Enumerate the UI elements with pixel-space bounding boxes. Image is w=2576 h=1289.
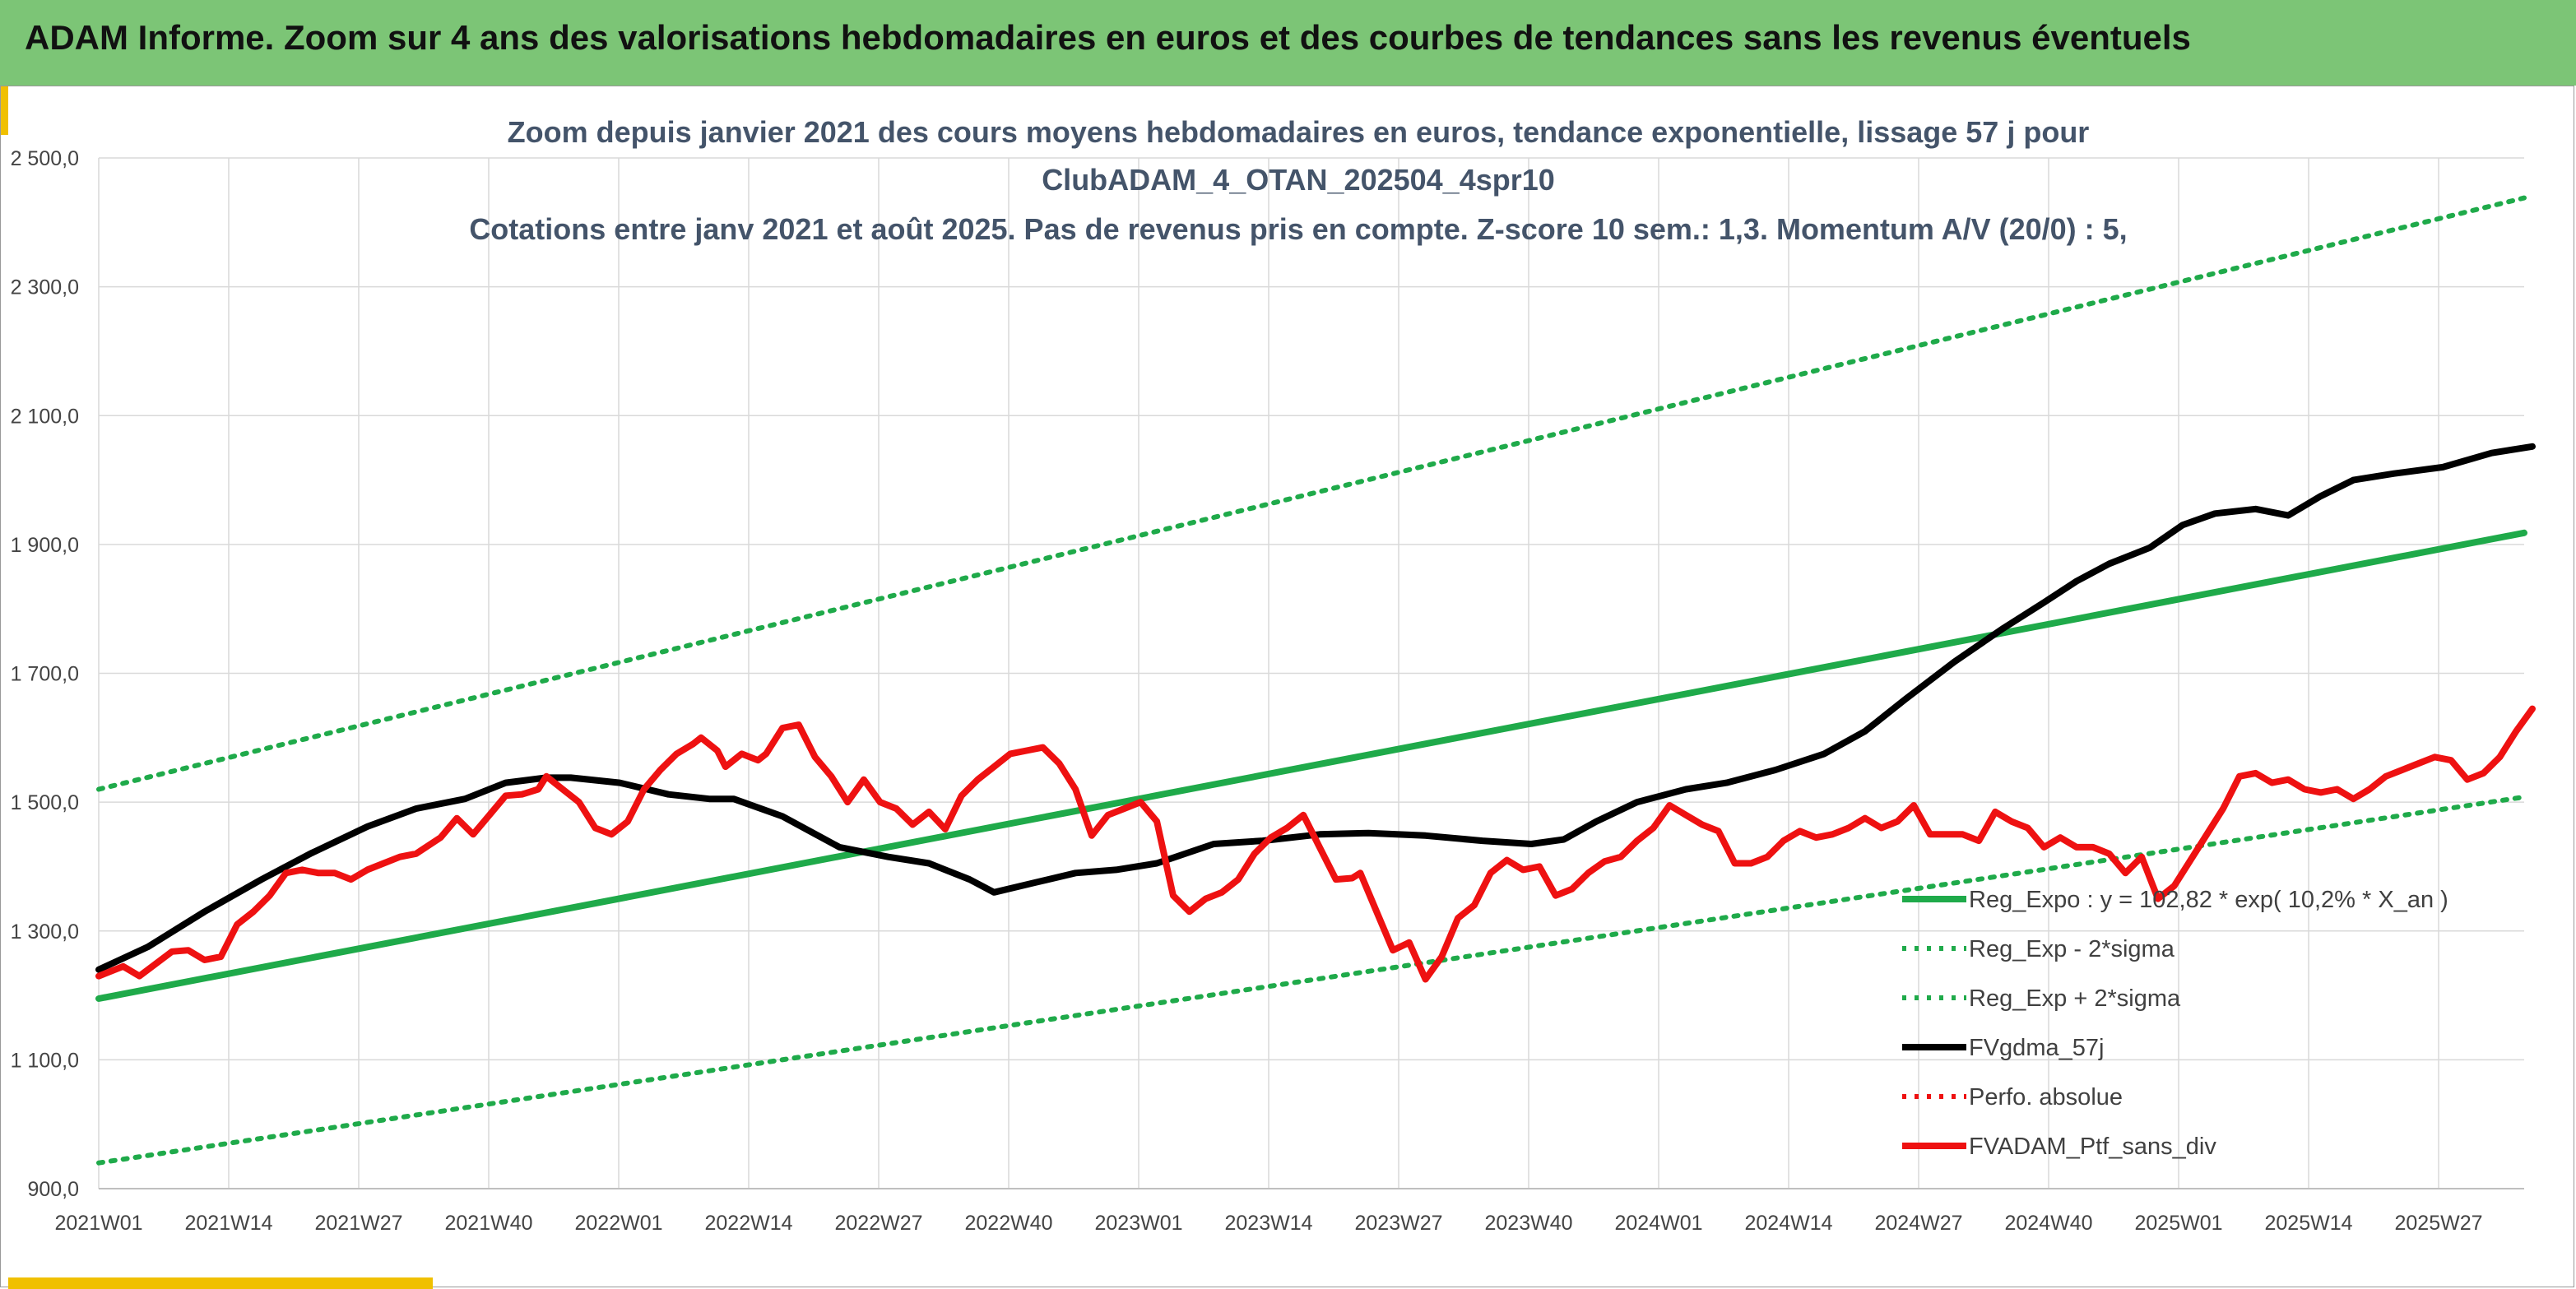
x-tick-label: 2025W27 — [2394, 1212, 2482, 1235]
y-tick-label: 900,0 — [27, 1178, 79, 1201]
legend-label: Reg_Exp - 2*sigma — [1969, 936, 2175, 962]
x-tick-label: 2022W40 — [964, 1212, 1052, 1235]
header-banner: ADAM Informe. Zoom sur 4 ans des valoris… — [0, 0, 2576, 86]
x-tick-label: 2023W01 — [1094, 1212, 1182, 1235]
x-tick-label: 2024W14 — [1744, 1212, 1832, 1235]
x-tick-label: 2021W27 — [314, 1212, 402, 1235]
x-tick-label: 2024W40 — [2004, 1212, 2092, 1235]
x-tick-label: 2024W01 — [1614, 1212, 1702, 1235]
x-tick-label: 2024W27 — [1874, 1212, 1962, 1235]
y-axis-ticks: 900,0 1 100,0 1 300,0 1 500,0 1 700,0 1 900,0… — [11, 147, 79, 1201]
y-tick-label: 1 500,0 — [11, 791, 79, 814]
x-tick-label: 2025W14 — [2264, 1212, 2352, 1235]
y-tick-label: 1 900,0 — [11, 534, 79, 557]
series-line-3 — [96, 195, 2527, 792]
y-tick-label: 1 100,0 — [11, 1049, 79, 1072]
x-tick-label: 2023W14 — [1224, 1212, 1312, 1235]
legend: Reg_Expo : y = 102,82 * exp( 10,2% * X_a… — [1902, 887, 2448, 1160]
x-tick-label: 2023W27 — [1354, 1212, 1442, 1235]
x-axis-ticks: 2021W01 2021W14 2021W27 2021W40 2022W01 2022W… — [54, 1212, 2482, 1235]
y-tick-label: 1 700,0 — [11, 663, 79, 686]
x-tick-label: 2023W40 — [1484, 1212, 1572, 1235]
accent-bar-left — [0, 86, 8, 135]
series-line-6 — [95, 705, 2536, 983]
grid-lines — [98, 157, 2524, 1189]
chart-title: Zoom depuis janvier 2021 des cours moyen… — [469, 115, 2127, 246]
chart-frame — [0, 86, 2574, 1287]
x-tick-label: 2025W01 — [2134, 1212, 2222, 1235]
series-group — [95, 195, 2536, 1166]
series-line-1 — [95, 529, 2527, 1002]
accent-bar-bottom — [8, 1277, 433, 1289]
series-line-4 — [95, 443, 2536, 973]
chart-title-line-3: Cotations entre janv 2021 et août 2025. … — [469, 212, 2127, 246]
x-tick-label: 2021W01 — [54, 1212, 142, 1235]
y-tick-label: 2 500,0 — [11, 147, 79, 170]
y-tick-label: 2 100,0 — [11, 405, 79, 428]
legend-label: Reg_Expo : y = 102,82 * exp( 10,2% * X_a… — [1969, 887, 2448, 913]
legend-label: Reg_Exp + 2*sigma — [1969, 985, 2181, 1012]
y-tick-label: 1 300,0 — [11, 920, 79, 944]
legend-label: FVADAM_Ptf_sans_div — [1969, 1134, 2216, 1160]
chart-title-line-2: ClubADAM_4_OTAN_202504_4spr10 — [1042, 163, 1555, 197]
legend-label: FVgdma_57j — [1969, 1035, 2104, 1061]
chart-title-line-1: Zoom depuis janvier 2021 des cours moyen… — [508, 115, 2090, 149]
x-tick-label: 2022W14 — [704, 1212, 792, 1235]
banner-title: ADAM Informe. Zoom sur 4 ans des valoris… — [25, 18, 2191, 57]
y-tick-label: 2 300,0 — [11, 276, 79, 299]
x-tick-label: 2022W01 — [574, 1212, 662, 1235]
x-tick-label: 2021W40 — [444, 1212, 532, 1235]
x-tick-label: 2022W27 — [834, 1212, 922, 1235]
series-line-2 — [96, 794, 2527, 1166]
x-tick-label: 2021W14 — [184, 1212, 272, 1235]
legend-label: Perfo. absolue — [1969, 1084, 2123, 1110]
